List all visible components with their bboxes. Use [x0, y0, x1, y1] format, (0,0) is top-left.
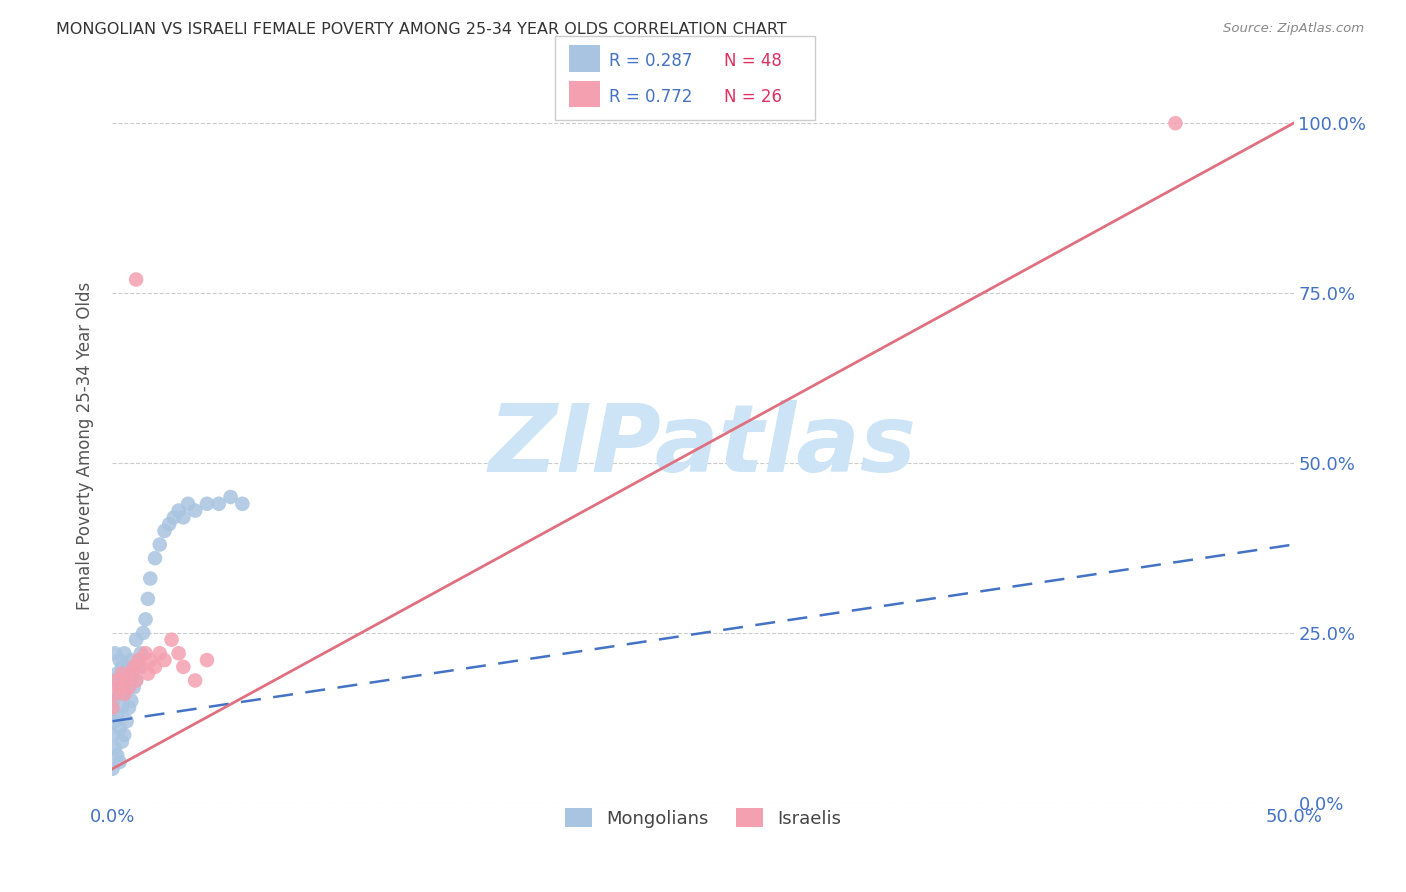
- Point: [125, 272, 148, 286]
- Text: MONGOLIAN VS ISRAELI FEMALE POVERTY AMONG 25-34 YEAR OLDS CORRELATION CHART: MONGOLIAN VS ISRAELI FEMALE POVERTY AMON…: [56, 22, 787, 37]
- Point: [195, 497, 218, 511]
- Point: [157, 517, 180, 532]
- Point: [153, 653, 176, 667]
- Point: [163, 510, 186, 524]
- Point: [149, 537, 172, 551]
- Point: [125, 673, 148, 688]
- Point: [101, 728, 124, 742]
- Point: [108, 721, 131, 735]
- Point: [122, 660, 145, 674]
- Point: [127, 653, 149, 667]
- Point: [111, 700, 134, 714]
- Point: [105, 673, 128, 688]
- Point: [167, 503, 190, 517]
- Text: R = 0.772: R = 0.772: [609, 87, 692, 105]
- Point: [172, 510, 194, 524]
- Point: [101, 694, 124, 708]
- Point: [129, 646, 152, 660]
- Point: [101, 762, 124, 776]
- Point: [120, 653, 142, 667]
- Legend: Mongolians, Israelis: Mongolians, Israelis: [555, 799, 851, 837]
- Point: [184, 503, 207, 517]
- Text: ZIPatlas: ZIPatlas: [489, 400, 917, 492]
- Point: [112, 687, 135, 701]
- Point: [122, 680, 145, 694]
- Point: [139, 653, 162, 667]
- Point: [118, 700, 141, 714]
- Point: [160, 632, 183, 647]
- Point: [172, 660, 194, 674]
- Point: [105, 707, 128, 722]
- Point: [105, 748, 128, 763]
- Point: [115, 673, 138, 688]
- Point: [112, 728, 135, 742]
- Text: Source: ZipAtlas.com: Source: ZipAtlas.com: [1223, 22, 1364, 36]
- Point: [104, 714, 127, 729]
- Point: [120, 666, 142, 681]
- Point: [108, 653, 131, 667]
- Point: [153, 524, 176, 538]
- Point: [177, 497, 200, 511]
- Point: [149, 646, 172, 660]
- Point: [112, 687, 135, 701]
- Point: [132, 626, 155, 640]
- Point: [111, 666, 134, 681]
- Point: [127, 660, 149, 674]
- Point: [105, 666, 128, 681]
- Point: [125, 673, 148, 688]
- Point: [104, 673, 127, 688]
- Point: [120, 694, 142, 708]
- Point: [115, 673, 138, 688]
- Y-axis label: Female Poverty Among 25-34 Year Olds: Female Poverty Among 25-34 Year Olds: [76, 282, 94, 610]
- Point: [135, 612, 157, 626]
- Point: [104, 741, 127, 756]
- Point: [135, 646, 157, 660]
- Point: [136, 666, 159, 681]
- Point: [136, 591, 159, 606]
- Text: N = 48: N = 48: [724, 52, 782, 70]
- Point: [125, 632, 148, 647]
- Point: [208, 497, 231, 511]
- Point: [231, 497, 253, 511]
- Text: R = 0.287: R = 0.287: [609, 52, 692, 70]
- Text: N = 26: N = 26: [724, 87, 782, 105]
- Point: [167, 646, 190, 660]
- Point: [101, 700, 124, 714]
- Point: [111, 734, 134, 748]
- Point: [108, 680, 131, 694]
- Point: [115, 714, 138, 729]
- Point: [1164, 116, 1187, 130]
- Point: [129, 660, 152, 674]
- Point: [195, 653, 218, 667]
- Point: [111, 660, 134, 674]
- Point: [184, 673, 207, 688]
- Point: [139, 572, 162, 586]
- Point: [104, 646, 127, 660]
- Point: [104, 687, 127, 701]
- Point: [143, 660, 166, 674]
- Point: [112, 646, 135, 660]
- Point: [118, 660, 141, 674]
- Point: [108, 687, 131, 701]
- Point: [118, 680, 141, 694]
- Point: [219, 490, 242, 504]
- Point: [143, 551, 166, 566]
- Point: [108, 755, 131, 769]
